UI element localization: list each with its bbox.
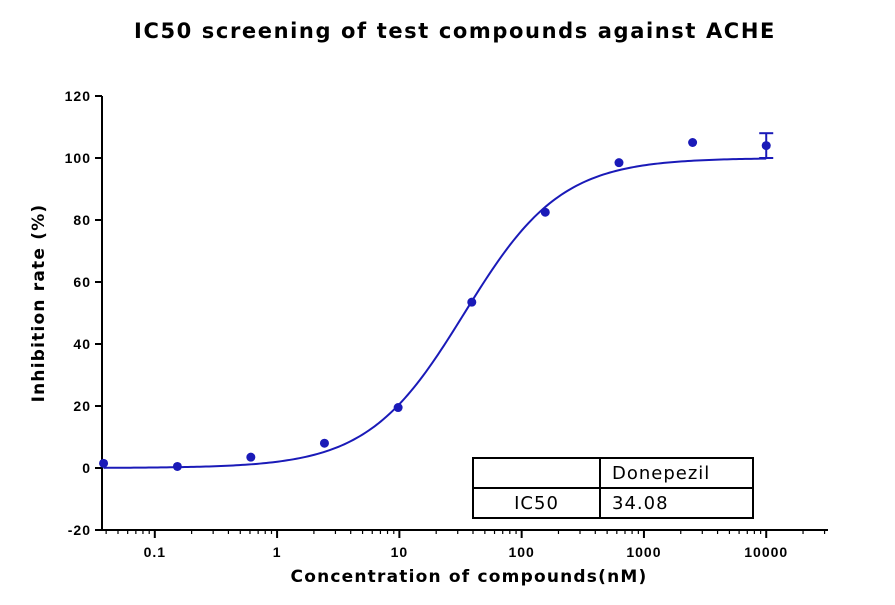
y-tick-label: 120 [65, 88, 91, 104]
y-tick-label: 80 [73, 212, 91, 228]
data-point [319, 438, 329, 448]
data-point [246, 452, 256, 462]
axes: -20 0 20 40 60 80 100 120 0.1 1 10 100 1000 10000 [65, 88, 828, 560]
y-tick-label: 20 [73, 398, 91, 414]
data-point [688, 138, 698, 147]
data-point [393, 403, 403, 413]
x-tick-label: 0.1 [144, 544, 166, 560]
data-point [614, 158, 624, 168]
chart-title: IC50 screening of test compounds against… [134, 19, 776, 43]
plot-area [99, 132, 774, 471]
y-tick-label: 0 [82, 460, 91, 476]
data-point [172, 461, 182, 471]
data-point [540, 207, 550, 217]
x-tick-label: 1000 [626, 544, 661, 560]
fit-curve [103, 157, 767, 469]
x-tick-label: 100 [508, 544, 534, 560]
y-tick-label: 40 [73, 336, 91, 352]
y-tick-label: -20 [68, 522, 91, 538]
ic50-table: Donepezil IC50 34.08 [472, 457, 754, 519]
y-tick-label: 60 [73, 274, 91, 290]
x-axis-label: Concentration of compounds(nM) [291, 567, 648, 587]
table-cell: IC50 [514, 493, 559, 514]
x-tick-label: 10 [391, 544, 409, 560]
x-tick-label: 10000 [744, 544, 788, 560]
data-point [99, 458, 109, 468]
table-cell: Donepezil [612, 463, 710, 484]
y-tick-label: 100 [65, 150, 91, 166]
y-axis-label: Inhibition rate (%) [29, 204, 49, 403]
table-cell: 34.08 [612, 493, 669, 514]
data-point [761, 141, 771, 151]
data-point [467, 297, 477, 307]
x-tick-label: 1 [273, 544, 282, 560]
